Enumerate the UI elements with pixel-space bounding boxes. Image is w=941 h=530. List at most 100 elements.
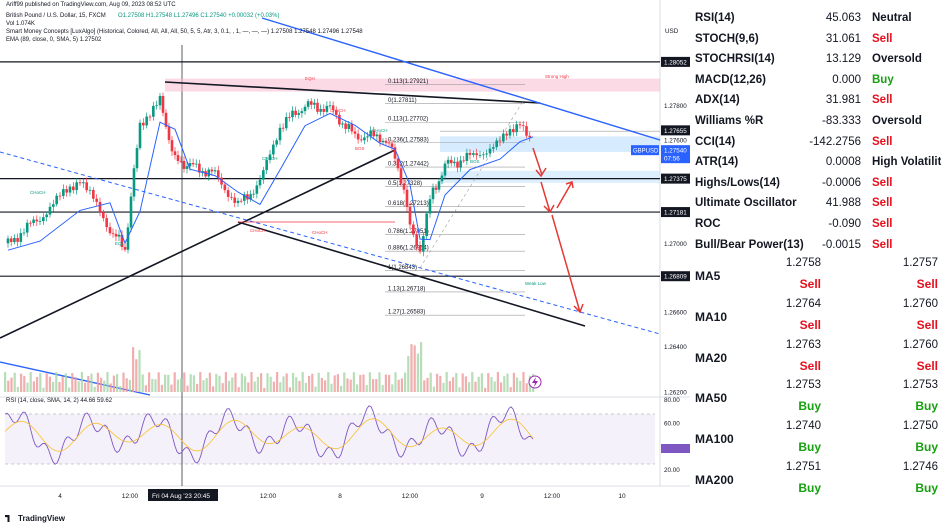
projection-arrow-3 [540,181,551,213]
candle-body [449,159,453,164]
indicator-row: Ultimate Oscillator 41.988 Sell [690,194,941,215]
candle-body [515,124,518,133]
candle-body [334,109,338,115]
volume-bar [423,380,426,392]
candle-body [375,134,379,137]
candle-body [428,199,432,214]
time-axis-label: 12:00 [260,493,277,500]
projection-arrowhead-4 [573,303,584,314]
ma-exp: 1.2750 [902,420,938,433]
indicator-value: 13.129 [825,53,861,66]
candle-body [408,206,412,225]
candle-body [19,233,23,242]
volume-bar [55,372,58,392]
ema-line [7,112,534,251]
indicator-name: Williams %R [695,115,764,127]
volume-bar [234,372,237,392]
volume-bar [144,385,147,392]
candle-body [16,238,19,242]
volume-bar [77,381,80,392]
volume-bar [228,380,231,392]
candle-body [331,105,335,110]
ma-simple-signal: Buy [798,481,821,495]
volume-bar [512,372,515,392]
indicator-row: Williams %R -83.333 Oversold [690,112,941,133]
price-axis-label: 1.27655 [664,128,687,135]
volume-bar [96,372,99,392]
rsi-band [5,414,655,464]
smc-label: CHoCH [330,108,346,113]
tradingview-logo[interactable]: TradingView [5,514,65,523]
volume-bar [336,374,339,392]
volume-bar [266,373,269,392]
volume-bar [167,374,170,392]
moving-average-row: MA100 1.2740 1.2750 Buy Buy [690,419,941,460]
candle-body [309,101,313,105]
candle-body [325,105,329,112]
indicator-row: Bull/Bear Power(13) -0.0015 Sell [690,236,941,257]
volume-bar [180,378,183,392]
indicator-row: STOCH(9,6) 31.061 Sell [690,30,941,51]
volume-bar [247,382,250,392]
candle-body [48,206,52,215]
ma-simple: 1.2758 [785,257,821,269]
volume-bar [365,385,368,392]
volume-bar [391,384,394,392]
indicator-name: MACD(12,26) [695,73,766,86]
candle-body [148,116,152,118]
price-axis-label: 1.27800 [664,103,687,110]
volume-bar [13,372,16,392]
candle-body [456,161,459,168]
volume-bar [500,382,503,392]
indicator-value: 31.061 [825,32,861,45]
candle-body [294,110,297,115]
price-tag-current [661,145,690,156]
volume-bar [436,373,439,392]
price-tag-current [661,153,690,164]
indicator-value: 0.000 [832,73,861,86]
indicator-name: ROC [695,218,721,230]
indicator-signal: Sell [872,238,893,251]
candle-body [198,163,201,173]
projection-arrowhead-1 [535,167,547,178]
indicator-value: -83.333 [821,115,861,127]
candle-body [518,124,522,126]
volume-bar [516,377,519,392]
candle-body [306,101,310,107]
candle-body [38,221,42,222]
candle-body [213,170,217,172]
chart-area[interactable]: 0.113(1.27921) 0(1.27811) 0.113(1.27702) 0.… [0,0,690,530]
projection-arrow-1 [532,147,543,176]
indicator-value: 41.988 [825,197,861,210]
volume-bar [256,376,259,392]
price-axis-label: 1.27000 [664,241,687,248]
candle-body [322,108,326,112]
volume-bar [420,342,423,392]
volume-bar [160,384,163,392]
time-axis-label: 4 [58,493,62,500]
volume-bar [7,380,10,392]
smc-label: EQH [305,76,315,81]
volume-bar [384,374,387,392]
candle-body [405,189,409,207]
volume-bar [288,387,291,392]
volume-bar [468,382,471,392]
candle-body [135,148,139,169]
volume-bar [218,375,221,392]
candle-body [126,227,130,250]
indicator-value: 0.0008 [825,156,861,169]
volume-bar [173,372,176,392]
price-axis-label: 1.26809 [664,274,687,281]
indicator-signal: Sell [872,176,893,189]
volume-bar [295,377,298,392]
fib-level-label: 1.27(1.26583) [388,310,425,316]
trendline-channel-lower [237,221,586,327]
volume-bar [525,383,528,392]
candle-body [204,171,207,177]
candle-body [475,153,478,156]
smc-label: CHoCH [30,190,46,195]
price-chart[interactable]: 0.113(1.27921) 0(1.27811) 0.113(1.27702) 0.… [0,0,690,530]
price-tag-box [661,207,690,218]
candle-body [158,95,162,106]
volume-bar [308,375,311,392]
